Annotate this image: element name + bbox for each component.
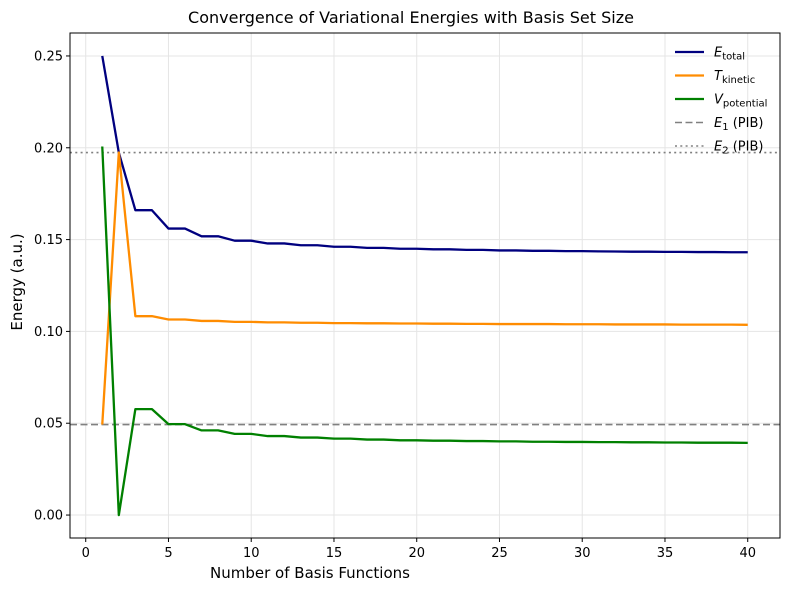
y-tick-label: 0.10 [34,325,63,340]
legend-label: Vpotential [714,93,767,110]
x-tick-label: 30 [574,546,591,561]
plot-frame [69,32,781,539]
y-tick-label: 0.00 [34,509,63,524]
x-tick-label: 35 [657,546,674,561]
legend: Etotal Tkinetic Vpotential E1 (PIB) E2 (PIB) [675,46,767,157]
axis-ticks: 0 5 10 15 20 25 30 35 40 0.00 0.05 0.10 0.15 0.20 0.25 [34,49,756,561]
series-line [101,55,748,254]
x-tick-label: 10 [243,546,260,561]
x-tick-label: 15 [326,546,343,561]
x-tick-label: 0 [82,546,90,561]
y-tick-label: 0.05 [34,417,63,432]
y-axis-label: Energy (a.u.) [8,233,26,330]
legend-label: E2 (PIB) [714,140,763,157]
series-lines [101,55,748,517]
x-tick-label: 20 [408,546,425,561]
x-axis-label: Number of Basis Functions [210,564,410,582]
grid [70,33,780,538]
x-tick-label: 5 [164,546,172,561]
x-tick-label: 25 [491,546,508,561]
y-tick-label: 0.15 [34,233,63,248]
y-tick-label: 0.20 [34,141,63,156]
series-line [101,146,748,517]
series-line [101,151,748,425]
y-tick-label: 0.25 [34,49,63,64]
x-tick-label: 40 [739,546,756,561]
chart-title: Convergence of Variational Energies with… [188,8,634,27]
legend-label: E1 (PIB) [714,116,763,133]
legend-label: Etotal [714,46,745,63]
legend-label: Tkinetic [714,69,755,86]
